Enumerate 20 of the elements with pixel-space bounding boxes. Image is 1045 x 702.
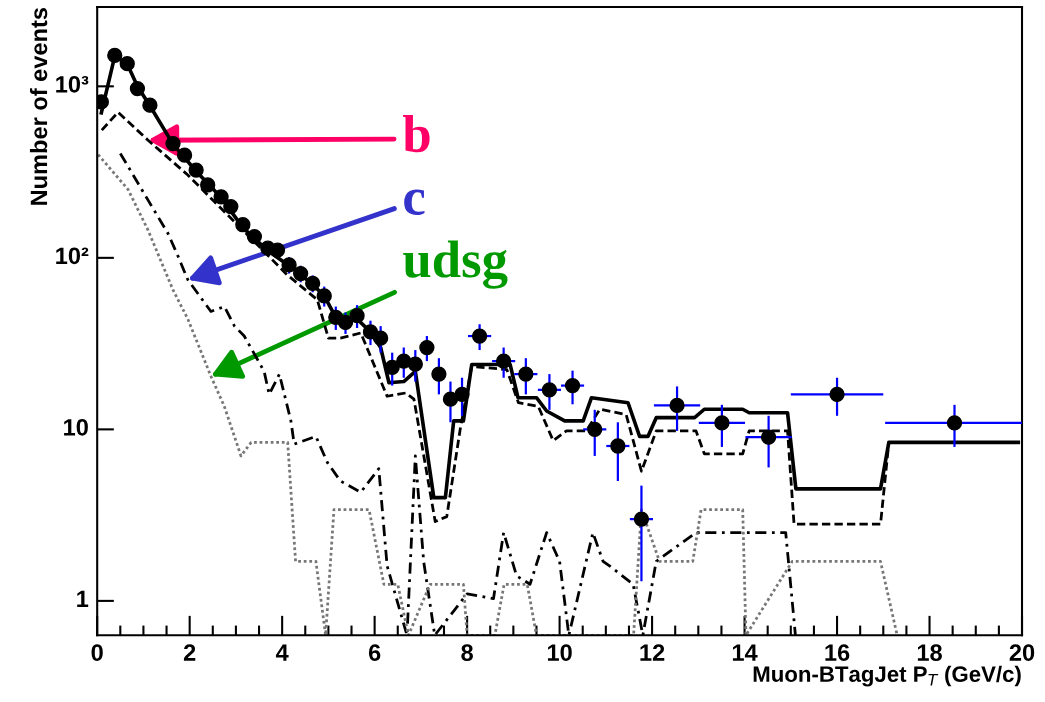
annotation: udsg (403, 240, 508, 289)
y-tick-label: 10 (64, 418, 88, 436)
y-tick-label: 1 (77, 590, 89, 607)
x-tick-label: 6 (368, 644, 381, 661)
x-tick-label: 20 (1009, 644, 1035, 661)
x-axis-title: Muon-BTagJet P$_{T}$ (GeV/c) (753, 665, 1021, 687)
x-tick-label: 18 (917, 644, 942, 661)
x-tick-label: 2 (183, 644, 196, 661)
x-tick-label: 10 (547, 644, 572, 661)
y-axis-title: Number of events (29, 7, 48, 205)
annotation: b (403, 115, 430, 153)
x-tick-label: 16 (825, 644, 850, 661)
y-tick-label: 10³ (56, 75, 89, 93)
x-tick-label: 8 (461, 644, 473, 661)
x-tick-label: 12 (640, 644, 665, 661)
x-tick-label: 0 (91, 644, 103, 661)
x-tick-label: 14 (732, 644, 758, 661)
x-tick-label: 4 (275, 644, 289, 661)
y-tick-label: 10² (56, 247, 89, 265)
annotation: c (404, 189, 425, 215)
